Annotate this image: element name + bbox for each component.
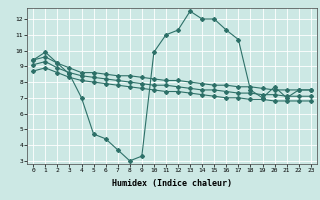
X-axis label: Humidex (Indice chaleur): Humidex (Indice chaleur) [112,179,232,188]
